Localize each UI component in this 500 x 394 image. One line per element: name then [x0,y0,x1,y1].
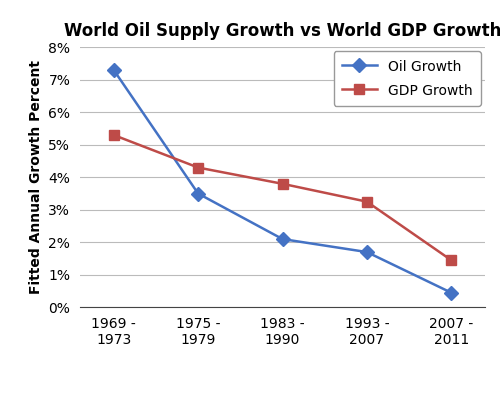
GDP Growth [195,165,201,170]
GDP Growth [364,199,370,204]
Oil Growth [195,191,201,196]
Oil Growth [280,237,285,242]
Line: GDP Growth: GDP Growth [109,130,456,265]
Title: World Oil Supply Growth vs World GDP Growth: World Oil Supply Growth vs World GDP Gro… [64,22,500,40]
Oil Growth [111,68,117,72]
GDP Growth [111,133,117,138]
Y-axis label: Fitted Annual Growth Percent: Fitted Annual Growth Percent [28,60,42,294]
Oil Growth [448,290,454,295]
GDP Growth [280,181,285,186]
GDP Growth [448,258,454,262]
Legend: Oil Growth, GDP Growth: Oil Growth, GDP Growth [334,52,481,106]
Line: Oil Growth: Oil Growth [109,65,456,297]
Oil Growth [364,250,370,255]
